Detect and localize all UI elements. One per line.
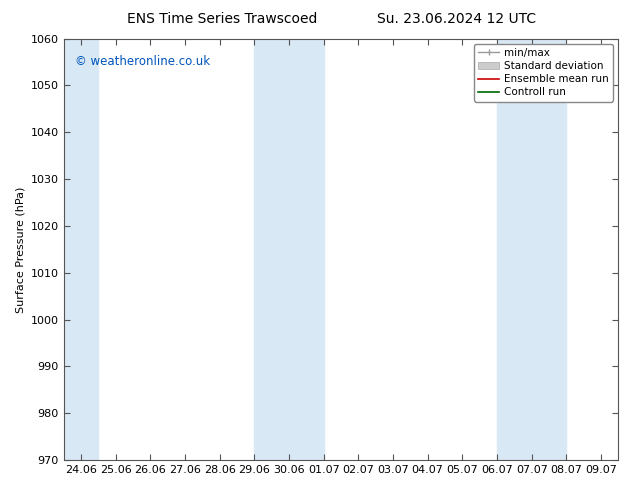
Bar [497,39,566,460]
Text: © weatheronline.co.uk: © weatheronline.co.uk [75,55,210,69]
Legend: min/max, Standard deviation, Ensemble mean run, Controll run: min/max, Standard deviation, Ensemble me… [474,44,613,101]
Text: Su. 23.06.2024 12 UTC: Su. 23.06.2024 12 UTC [377,12,536,26]
Bar [63,39,98,460]
Bar [254,39,323,460]
Text: ENS Time Series Trawscoed: ENS Time Series Trawscoed [127,12,317,26]
Y-axis label: Surface Pressure (hPa): Surface Pressure (hPa) [15,186,25,313]
